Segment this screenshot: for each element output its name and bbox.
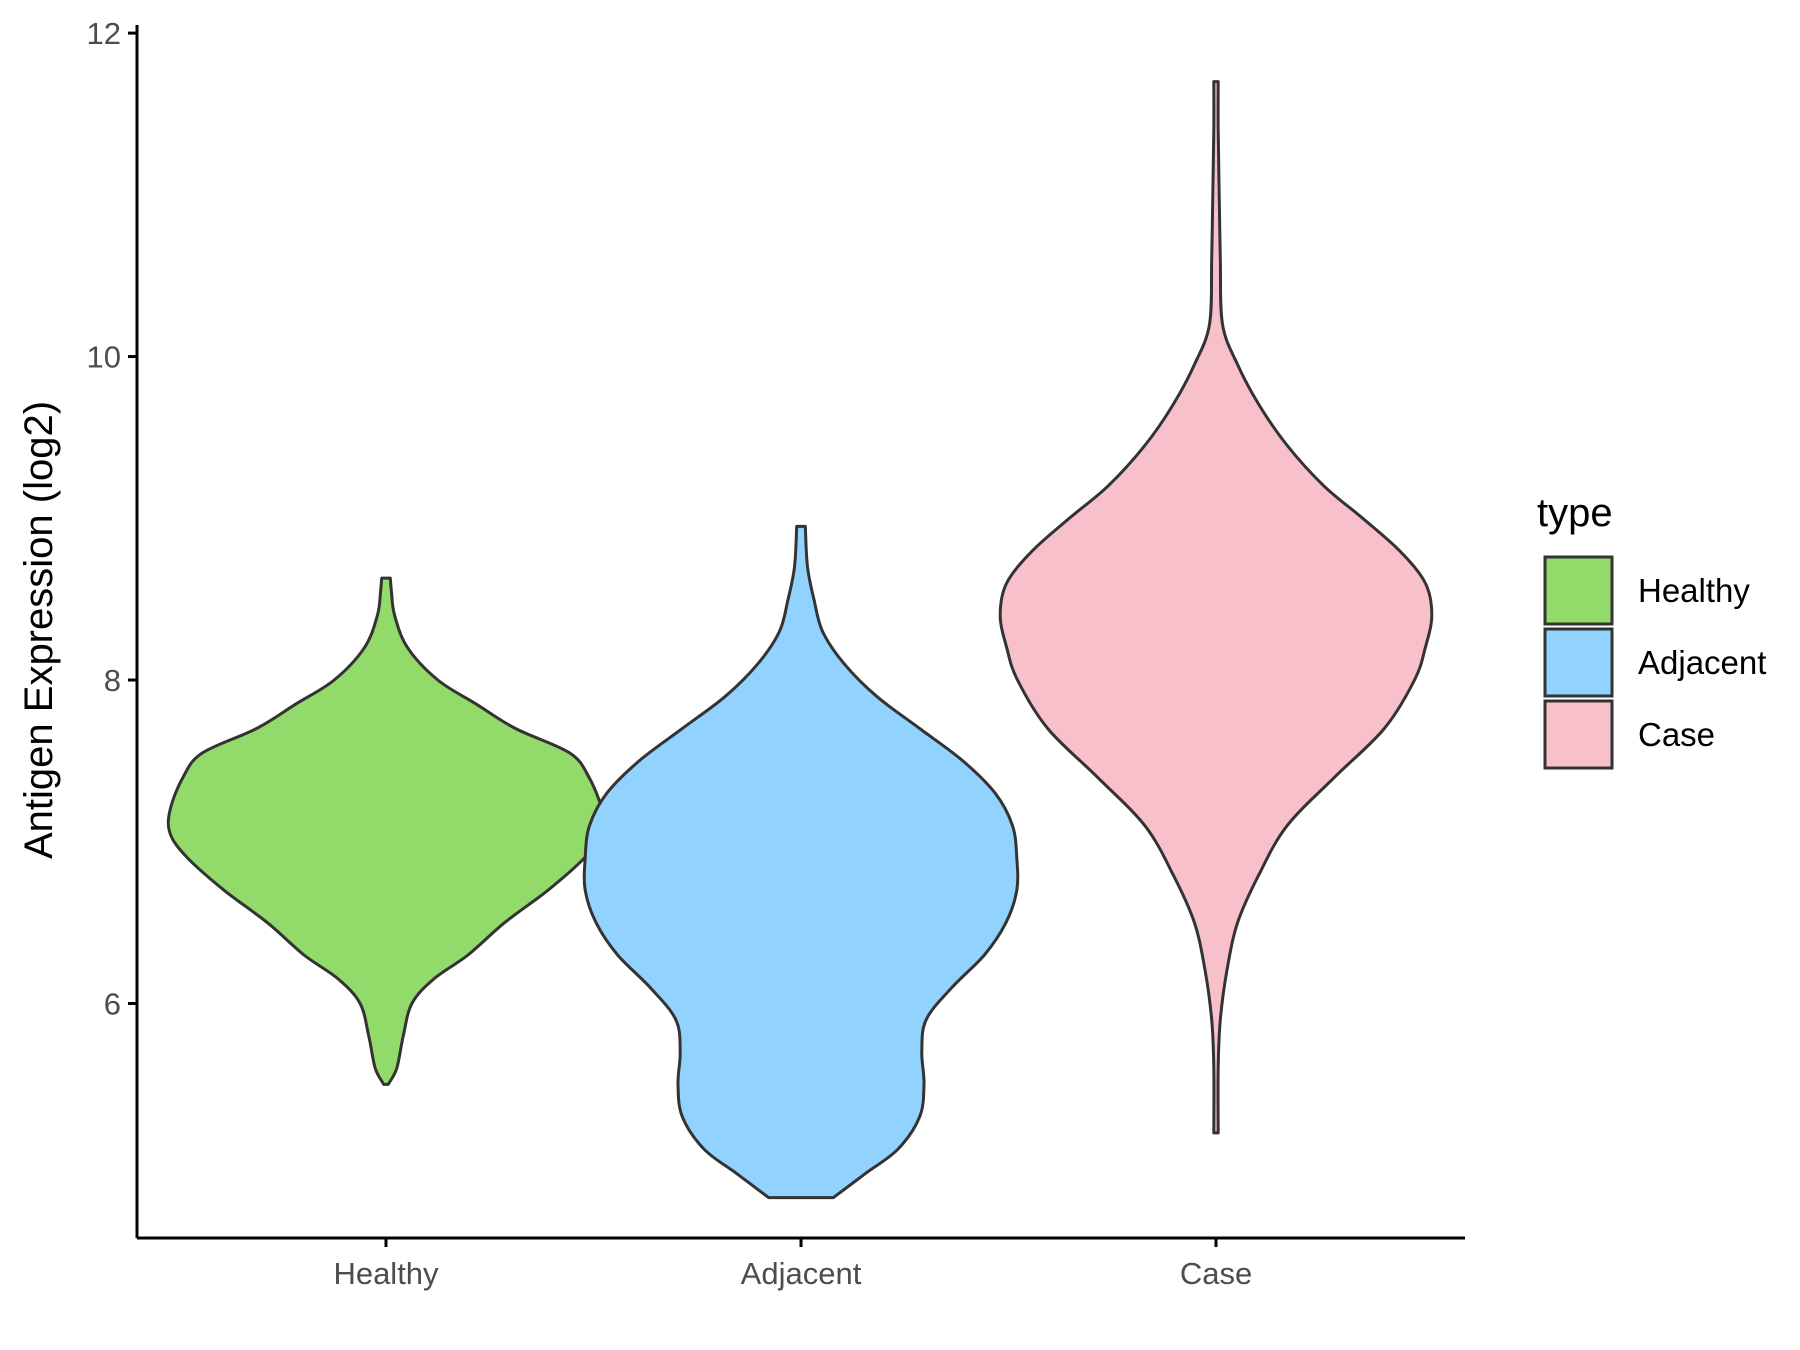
legend-label-adjacent: Adjacent	[1638, 644, 1766, 681]
legend: type Healthy Adjacent Case	[1537, 491, 1766, 770]
legend-label-case: Case	[1638, 716, 1715, 753]
x-tick-label: Case	[1180, 1256, 1252, 1291]
x-tick-label: Healthy	[333, 1256, 439, 1291]
x-ticks: Healthy Adjacent Case	[333, 1238, 1252, 1291]
legend-swatch-healthy	[1543, 555, 1614, 626]
legend-swatch-case	[1543, 699, 1614, 770]
y-tick-label: 10	[87, 340, 121, 375]
legend-label-healthy: Healthy	[1638, 572, 1750, 609]
y-axis-title: Antigen Expression (log2)	[17, 401, 61, 859]
y-tick-label: 12	[87, 16, 121, 51]
y-tick-label: 6	[104, 986, 121, 1021]
legend-items: Healthy Adjacent Case	[1543, 555, 1766, 770]
violin-healthy	[166, 576, 606, 1086]
y-tick-label: 8	[104, 663, 121, 698]
violin-adjacent	[582, 524, 1020, 1200]
x-tick-label: Adjacent	[741, 1256, 862, 1291]
legend-title: type	[1537, 491, 1613, 535]
violin-case	[998, 80, 1434, 1135]
legend-swatch-adjacent	[1543, 627, 1614, 698]
y-ticks: 6 8 10 12	[87, 16, 137, 1021]
violin-layer	[166, 80, 1434, 1200]
